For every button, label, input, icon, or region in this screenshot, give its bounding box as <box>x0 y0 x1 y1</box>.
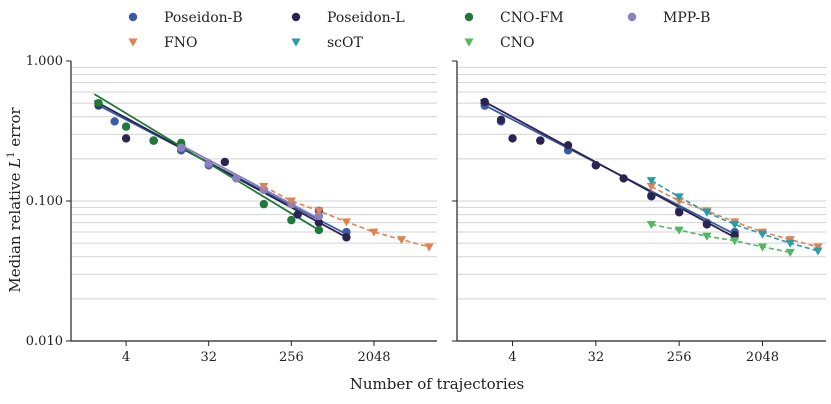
x-axis-title: Number of trajectories <box>350 375 524 393</box>
data-point <box>646 220 656 230</box>
data-point <box>176 143 186 152</box>
fit-lines-right <box>480 98 736 239</box>
data-point <box>813 247 823 256</box>
grid-right <box>457 66 826 342</box>
legend-label: CNO-FM <box>500 10 564 26</box>
data-point <box>149 136 158 145</box>
fit-lines-left <box>93 93 347 239</box>
data-point <box>536 136 545 145</box>
data-point <box>342 233 351 242</box>
data-point <box>314 211 324 221</box>
data-point <box>619 174 628 183</box>
legend-marker <box>464 38 474 47</box>
grid-left <box>71 66 437 342</box>
legend-marker <box>128 38 138 47</box>
data-point <box>591 161 601 170</box>
legend-marker <box>627 12 637 22</box>
data-point <box>480 97 489 107</box>
data-point <box>293 210 302 219</box>
data-point <box>314 225 324 235</box>
panel-right: 4 32 256 2048 <box>452 60 826 365</box>
data-point <box>702 232 712 241</box>
data-point <box>220 157 230 167</box>
data-point <box>259 183 269 192</box>
data-point <box>785 248 795 257</box>
data-point <box>646 177 656 186</box>
y-tick-label: 0.010 <box>26 334 63 349</box>
data-point <box>110 117 119 126</box>
y-axis-title-symbol: L <box>6 158 24 169</box>
markers-left <box>94 98 434 252</box>
legend-marker <box>291 38 301 47</box>
data-point <box>563 141 573 150</box>
data-point <box>496 115 506 125</box>
data-point <box>702 208 712 217</box>
markers-right <box>480 97 823 257</box>
data-point <box>341 218 352 227</box>
data-point <box>287 215 296 225</box>
legend-label: scOT <box>327 35 364 51</box>
x-tick-label: 256 <box>279 350 304 365</box>
data-point <box>674 226 684 235</box>
legend-label: Poseidon-L <box>327 10 405 26</box>
data-point <box>785 239 795 248</box>
y-tick-label: 1.000 <box>26 54 63 69</box>
axes-left: 4 32 256 2048 1.000 0.100 0.010 <box>26 54 437 365</box>
data-point <box>94 98 103 108</box>
legend-marker <box>128 12 138 22</box>
data-point <box>121 134 131 143</box>
legend: Poseidon-B Poseidon-L CNO-FM MPP-B FNO scOT CN… <box>128 10 710 51</box>
panel-left: 4 32 256 2048 1.000 0.100 0.010 <box>26 54 437 365</box>
x-tick-label: 32 <box>200 350 217 365</box>
data-point <box>232 174 241 183</box>
data-point <box>757 243 768 252</box>
data-point <box>314 207 324 216</box>
data-point <box>646 183 656 192</box>
axes-right: 4 32 256 2048 <box>452 60 826 365</box>
data-point <box>314 218 324 227</box>
x-tick-label: 4 <box>122 350 130 365</box>
data-point <box>730 220 740 230</box>
data-point <box>674 197 684 206</box>
data-point <box>121 122 131 131</box>
data-point <box>204 159 213 168</box>
fit-line <box>480 98 736 239</box>
legend-label: MPP-B <box>663 10 710 26</box>
data-point <box>674 193 684 202</box>
y-axis-title: Median relative L1 error <box>6 107 24 293</box>
data-point <box>730 237 740 246</box>
data-point <box>647 192 656 201</box>
data-point <box>757 230 768 239</box>
legend-marker <box>291 12 301 22</box>
legend-label: Poseidon-B <box>164 10 243 26</box>
data-point <box>702 220 712 229</box>
data-point <box>674 208 684 217</box>
data-point <box>259 199 269 209</box>
y-axis-title-end: error <box>6 107 24 152</box>
legend-label: CNO <box>500 35 534 51</box>
series-line <box>651 223 791 254</box>
x-tick-label: 256 <box>667 350 692 365</box>
data-point <box>424 243 434 252</box>
x-tick-label: 2048 <box>357 350 390 365</box>
legend-marker <box>464 12 474 22</box>
y-axis-title-sup: 1 <box>6 152 17 158</box>
data-point <box>369 228 379 237</box>
x-tick-label: 32 <box>588 350 605 365</box>
y-axis-title-main: Median relative <box>6 168 24 293</box>
data-point <box>286 197 296 206</box>
data-point <box>730 230 739 240</box>
data-point <box>396 236 407 245</box>
fit-line <box>180 144 320 220</box>
x-tick-label: 4 <box>508 350 516 365</box>
x-tick-label: 2048 <box>746 350 779 365</box>
y-tick-label: 0.100 <box>26 194 63 209</box>
legend-label: FNO <box>164 35 197 51</box>
fit-line <box>93 99 347 239</box>
data-point <box>508 134 517 143</box>
